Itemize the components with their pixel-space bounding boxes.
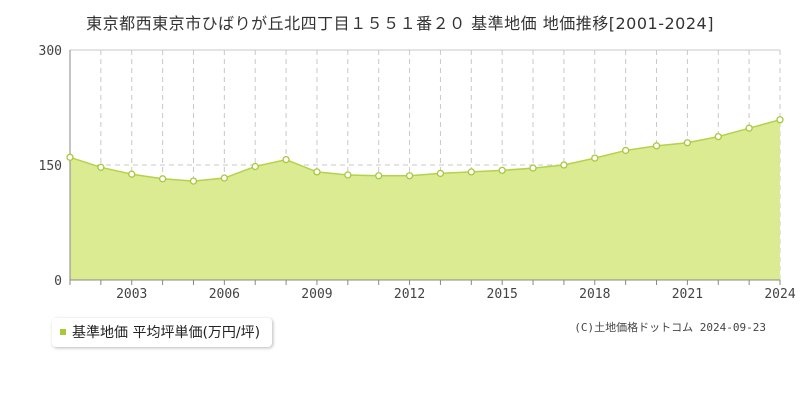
tick-layer: 0 150 300 2003 2006 2009 2012 2015 2018 2021 2024 — [39, 44, 796, 302]
x-tick-label: 2009 — [301, 287, 332, 302]
data-point — [436, 169, 445, 178]
data-point — [498, 166, 506, 175]
y-tick-label: 150 — [39, 159, 62, 174]
data-point — [467, 168, 475, 176]
data-point — [591, 154, 599, 162]
data-point — [622, 146, 630, 155]
legend-label: 基準地価 平均坪単価(万円/坪) — [72, 325, 261, 341]
x-tick-label: 2021 — [672, 287, 703, 302]
data-point — [189, 177, 198, 185]
y-tick-label: 300 — [39, 44, 62, 59]
series-area — [70, 119, 780, 281]
x-tick-label: 2003 — [116, 287, 147, 302]
data-point — [344, 171, 352, 179]
x-tick-label: 2024 — [764, 287, 795, 302]
marker-layer — [66, 116, 784, 185]
data-point — [652, 142, 661, 150]
data-point — [745, 124, 753, 132]
area-layer — [69, 119, 781, 281]
series-line — [69, 119, 781, 182]
credit-text: (C)土地価格ドットコム 2024-09-23 — [574, 321, 766, 334]
y-tick-label: 0 — [54, 274, 62, 289]
data-point — [97, 163, 105, 171]
x-tick-label: 2012 — [394, 287, 425, 302]
chart-title: 東京都西東京市ひばりが丘北四丁目１５５１番２０ 基準地価 地価推移[2001-2… — [86, 14, 714, 33]
data-point — [220, 174, 228, 182]
data-point — [313, 168, 321, 176]
data-point — [529, 164, 537, 172]
legend-marker — [60, 329, 66, 335]
data-point — [405, 172, 414, 180]
data-point — [282, 155, 290, 164]
data-point — [375, 172, 383, 180]
data-point — [714, 132, 722, 141]
x-tick-label: 2018 — [579, 287, 610, 302]
data-point — [158, 175, 167, 183]
axis-layer — [69, 50, 781, 285]
data-point — [776, 116, 784, 124]
data-point — [683, 139, 692, 147]
data-point — [66, 153, 74, 161]
x-tick-label: 2015 — [487, 287, 518, 302]
data-point — [251, 162, 259, 171]
legend: 基準地価 平均坪単価(万円/坪) — [52, 318, 273, 347]
x-tick-label: 2006 — [209, 287, 240, 302]
data-point — [128, 170, 136, 178]
data-point — [560, 161, 568, 169]
